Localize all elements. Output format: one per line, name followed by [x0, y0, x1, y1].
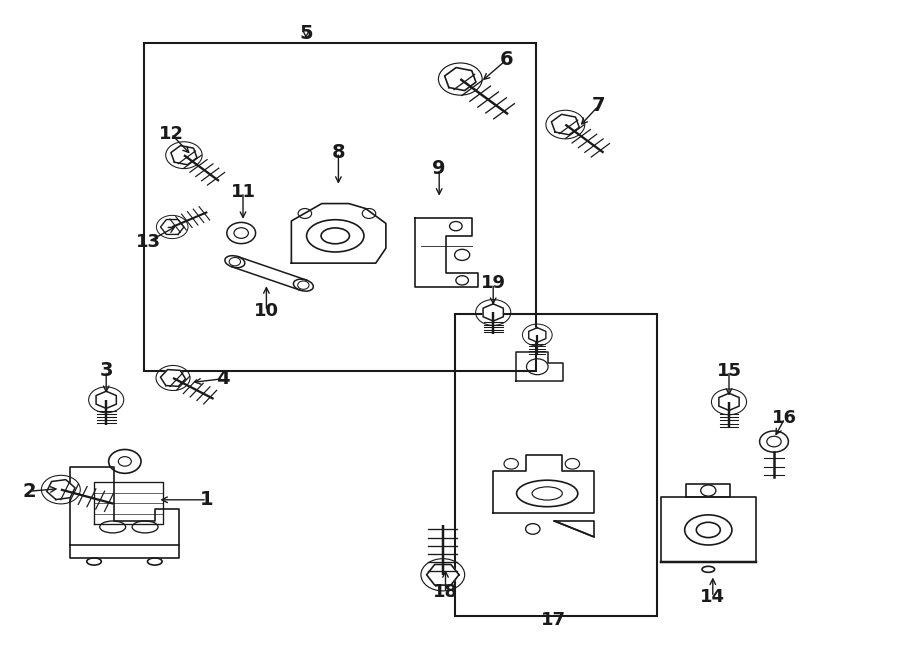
Text: 3: 3 [99, 361, 113, 380]
Text: 15: 15 [716, 361, 742, 380]
Text: 2: 2 [22, 482, 37, 500]
Polygon shape [528, 328, 546, 342]
Text: 5: 5 [299, 24, 313, 42]
Bar [144, 43, 536, 371]
Polygon shape [47, 480, 75, 500]
Polygon shape [719, 393, 739, 410]
Text: 4: 4 [216, 369, 230, 388]
Text: 7: 7 [592, 97, 605, 115]
Text: 16: 16 [772, 409, 797, 428]
Text: 14: 14 [700, 588, 725, 606]
Polygon shape [171, 146, 197, 165]
Text: 19: 19 [481, 274, 506, 293]
Polygon shape [160, 220, 184, 234]
Polygon shape [96, 391, 116, 408]
Text: 17: 17 [541, 611, 566, 630]
Text: 18: 18 [433, 583, 458, 602]
Text: 1: 1 [200, 491, 214, 509]
Polygon shape [552, 115, 580, 135]
Text: 13: 13 [136, 232, 161, 251]
Polygon shape [160, 369, 185, 387]
Polygon shape [427, 565, 459, 585]
Text: 6: 6 [500, 50, 514, 69]
Polygon shape [483, 304, 503, 321]
Text: 11: 11 [230, 183, 256, 201]
Text: 9: 9 [432, 160, 446, 178]
Bar [454, 314, 657, 616]
Text: 12: 12 [158, 124, 184, 143]
Text: 10: 10 [254, 302, 279, 320]
Text: 8: 8 [331, 143, 346, 162]
Polygon shape [445, 68, 476, 91]
